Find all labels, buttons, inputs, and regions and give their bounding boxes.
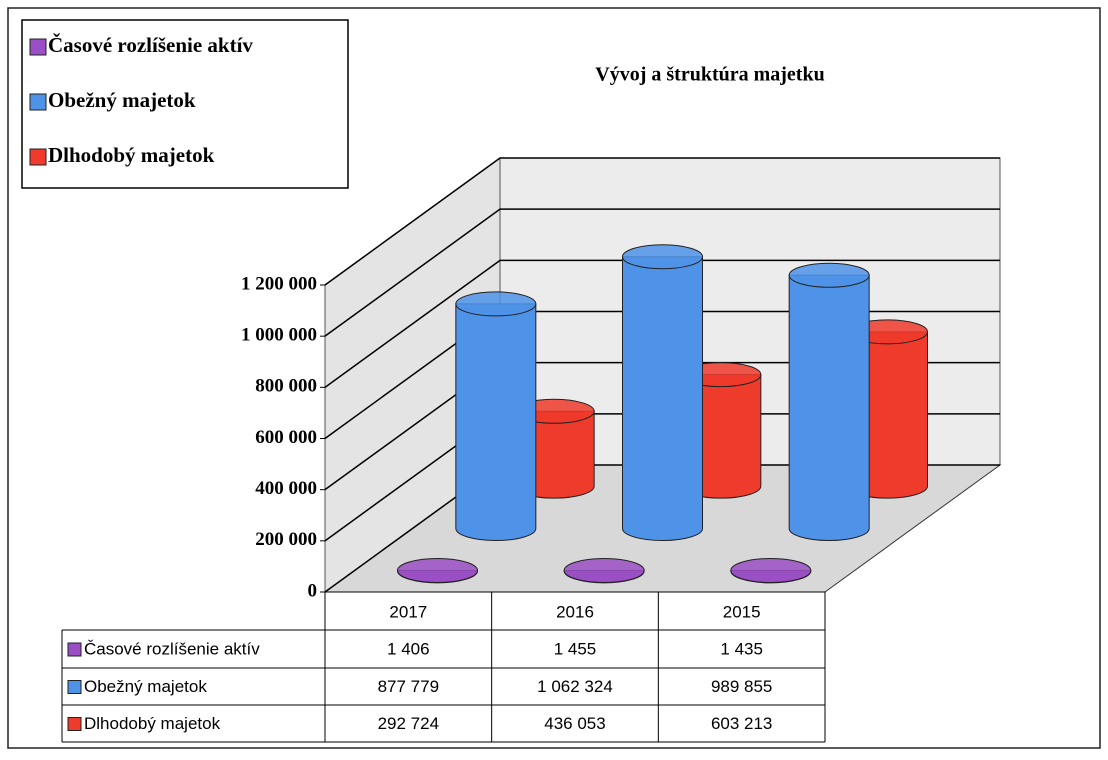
cylinder bbox=[622, 244, 703, 541]
data-label: 603 213 bbox=[711, 714, 772, 733]
grid-line bbox=[324, 208, 1000, 337]
x-tick-label: 2016 bbox=[556, 602, 594, 621]
cylinder-top bbox=[455, 291, 537, 317]
legend-key bbox=[29, 93, 47, 111]
legend-box bbox=[21, 19, 349, 189]
legend-label: Časové rozlíšenie aktív bbox=[48, 33, 253, 57]
cylinder-body bbox=[455, 303, 537, 541]
table-row-label: Obežný majetok bbox=[84, 677, 207, 696]
cylinder-top bbox=[788, 262, 870, 288]
y-tick-label: 800 000 bbox=[255, 376, 317, 397]
table-legend-key bbox=[67, 717, 82, 731]
cylinder-top bbox=[622, 244, 703, 270]
legend-key bbox=[29, 38, 47, 56]
table-legend-key bbox=[67, 642, 82, 657]
cylinder-body bbox=[788, 274, 870, 541]
legend-key bbox=[29, 148, 47, 166]
y-tick-label: 1 200 000 bbox=[241, 273, 317, 294]
grid-line bbox=[324, 259, 1000, 388]
table-legend-key bbox=[67, 680, 82, 694]
y-tick-label: 1 000 000 bbox=[241, 325, 317, 346]
cylinder bbox=[397, 557, 478, 584]
cylinder bbox=[788, 262, 870, 541]
data-label: 1 435 bbox=[720, 639, 763, 658]
y-tick-label: 600 000 bbox=[255, 427, 317, 448]
table-row-label: Časové rozlíšenie aktív bbox=[84, 639, 260, 658]
data-label: 877 779 bbox=[378, 677, 439, 696]
legend-label: Dlhodobý majetok bbox=[48, 143, 215, 167]
data-label: 1 062 324 bbox=[537, 677, 613, 696]
cylinder bbox=[455, 291, 537, 541]
x-tick-label: 2015 bbox=[723, 602, 761, 621]
data-label: 1 406 bbox=[387, 639, 430, 658]
cylinder-body bbox=[622, 256, 703, 541]
y-tick-label: 400 000 bbox=[255, 478, 317, 499]
cylinder-top bbox=[397, 557, 478, 583]
data-label: 1 455 bbox=[554, 639, 597, 658]
x-tick-label: 2017 bbox=[389, 602, 427, 621]
cylinder-top bbox=[730, 557, 812, 583]
cylinder-top bbox=[563, 557, 645, 583]
chart-title: Vývoj a štruktúra majetku bbox=[595, 64, 824, 86]
grid-line bbox=[324, 157, 1000, 286]
data-label: 989 855 bbox=[711, 677, 772, 696]
cylinder bbox=[563, 557, 645, 584]
data-label: 292 724 bbox=[378, 714, 439, 733]
cylinder bbox=[730, 557, 812, 584]
table-row-label: Dlhodobý majetok bbox=[84, 714, 221, 733]
y-tick-label: 200 000 bbox=[255, 529, 317, 550]
data-label: 436 053 bbox=[544, 714, 605, 733]
legend-label: Obežný majetok bbox=[48, 88, 196, 112]
y-tick-label: 0 bbox=[308, 580, 318, 601]
